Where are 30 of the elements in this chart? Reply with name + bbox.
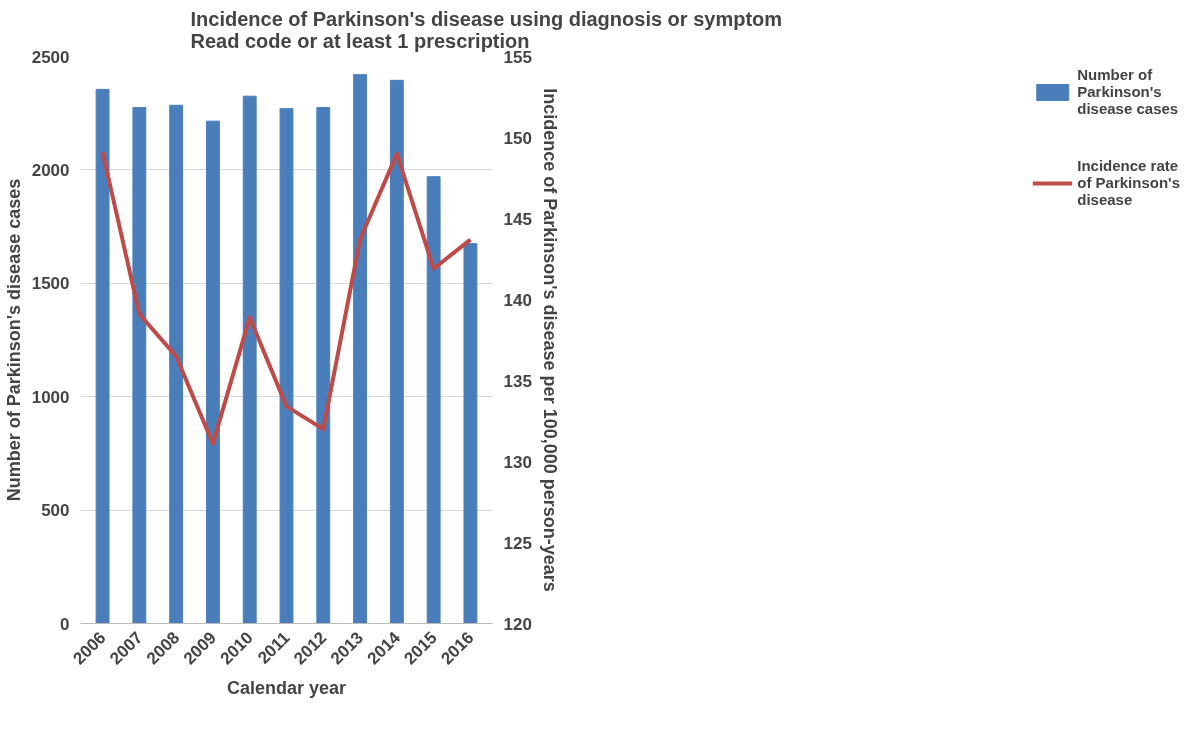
y2-tick-label: 150 <box>503 128 532 148</box>
bar <box>426 176 441 624</box>
legend-label: Incidence rate of Parkinson's disease <box>1077 157 1180 208</box>
y-tick-label: 2500 <box>31 47 70 67</box>
bar <box>389 79 404 624</box>
y2-tick-label: 135 <box>503 371 532 391</box>
bar <box>242 95 257 624</box>
bar <box>316 107 331 624</box>
bar <box>463 243 478 624</box>
y-tick-label: 1500 <box>31 274 70 294</box>
y2-tick-label: 125 <box>503 533 532 553</box>
y2-tick-label: 130 <box>503 452 532 472</box>
bar <box>95 88 110 624</box>
bar <box>132 107 147 624</box>
y-axis-title: Number of Parkinson's disease cases <box>3 178 24 502</box>
y-tick-label: 1000 <box>31 387 70 407</box>
y-tick-label: 2000 <box>31 160 70 180</box>
y2-tick-label: 140 <box>503 290 532 310</box>
bar <box>279 108 294 624</box>
x-axis-title: Calendar year <box>226 677 347 698</box>
bar <box>169 104 184 624</box>
y-tick-label: 0 <box>60 614 70 634</box>
legend-label: Number of Parkinson's disease cases <box>1077 66 1179 117</box>
y2-tick-label: 120 <box>503 614 532 634</box>
bar <box>353 74 368 624</box>
line-series <box>100 150 473 446</box>
bar <box>205 120 220 624</box>
y-tick-label: 500 <box>41 501 70 521</box>
y2-axis-title: Incidence of Parkinson's disease per 100,000 person-years <box>539 88 560 592</box>
y2-tick-label: 145 <box>503 209 532 229</box>
